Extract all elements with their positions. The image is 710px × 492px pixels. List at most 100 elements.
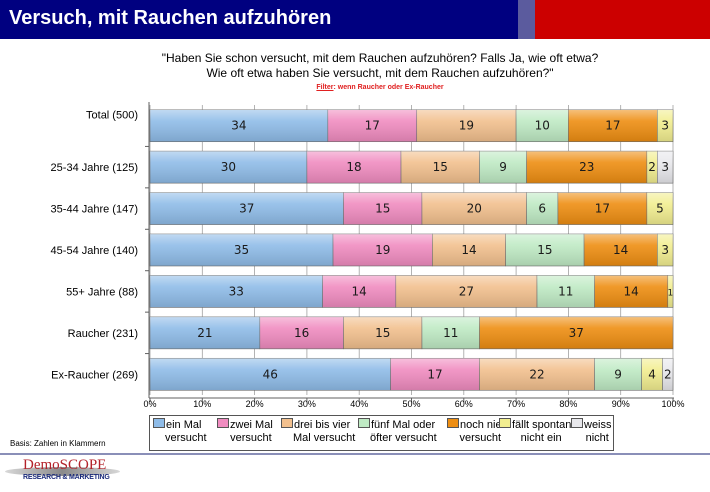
data-label: 17 — [365, 119, 380, 133]
data-label: 14 — [461, 243, 476, 257]
data-label: 9 — [614, 367, 622, 381]
legend-swatch — [281, 418, 293, 428]
data-label: 3 — [661, 119, 669, 133]
data-label: 14 — [352, 284, 367, 298]
header-strip — [518, 0, 535, 39]
legend-item: zwei Mal versucht — [217, 418, 273, 445]
category-label: Raucher (231) — [68, 328, 138, 340]
data-label: 15 — [537, 243, 552, 257]
bar-segment-shading — [505, 234, 585, 266]
data-label: 23 — [579, 160, 594, 174]
filter-note: Filter: wenn Raucher oder Ex-Raucher — [200, 84, 560, 91]
x-tick-label: 100% — [661, 399, 684, 409]
data-label: 14 — [624, 284, 639, 298]
bar-segment-shading — [416, 109, 517, 142]
category-label: 45-54 Jahre (140) — [51, 245, 138, 257]
bar-segment-shading — [306, 151, 402, 184]
data-label: 14 — [613, 243, 628, 257]
x-tick-label: 0% — [143, 399, 156, 409]
legend-label-line-1: zwei Mal — [230, 419, 273, 431]
data-label: 34 — [231, 119, 246, 133]
bar-segment-shading — [421, 316, 480, 349]
legend-label-line-1: ein Mal — [166, 419, 202, 431]
bar-segment-shading — [390, 358, 480, 391]
bar-segment-shading — [667, 275, 673, 308]
bar-segment-shading — [657, 151, 673, 184]
logo-swoosh — [5, 467, 120, 476]
legend-label-line-1: fünf Mal oder — [371, 419, 436, 431]
x-tick-label: 20% — [246, 399, 264, 409]
data-label: 9 — [499, 160, 507, 174]
bar-segment-shading — [327, 109, 417, 142]
data-label: 16 — [294, 326, 309, 340]
bar-segment-shading — [594, 358, 642, 391]
legend-label-line-2: versucht — [230, 432, 272, 444]
legend-swatch — [499, 418, 511, 428]
x-tick-label: 50% — [402, 399, 420, 409]
bar-segment-shading — [421, 192, 527, 225]
bar-segment-shading — [537, 275, 595, 308]
data-label: 19 — [375, 243, 390, 257]
bar-segment-shading — [526, 151, 647, 184]
data-label: 10 — [535, 119, 550, 133]
x-tick-label: 80% — [559, 399, 577, 409]
data-label: 33 — [229, 284, 244, 298]
x-tick-label: 30% — [298, 399, 316, 409]
logo-subtitle: RESEARCH & MARKETING — [23, 474, 110, 481]
legend-swatch — [447, 418, 459, 428]
demoscope-logo: DemoSCOPE RESEARCH & MARKETING — [5, 457, 120, 487]
header-blue-band — [0, 0, 518, 39]
bar-segment-shading — [150, 316, 260, 349]
legend-label-line-2: versucht — [459, 432, 502, 444]
bar-segment-shading — [516, 109, 569, 142]
data-label: 1 — [668, 288, 674, 298]
bar-segment-shading — [395, 275, 538, 308]
legend-label-line-1: drei bis vier — [294, 419, 351, 431]
bar-segment-shading — [594, 275, 668, 308]
data-label: 37 — [569, 326, 584, 340]
legend-label-line-2: öfter versucht — [370, 432, 437, 444]
data-label: 17 — [427, 367, 442, 381]
data-label: 35 — [234, 243, 249, 257]
data-label: 6 — [538, 202, 546, 216]
bar-segment-shading — [479, 151, 527, 184]
x-tick-label: 40% — [350, 399, 368, 409]
bar-segment-shading — [432, 234, 506, 266]
bar-segment-shading — [479, 316, 673, 349]
data-label: 27 — [459, 284, 474, 298]
bars-layer: 34 17 19 10 17 330 18 15 9 23 2 337 15 20 6 17 535 19 14 15… — [149, 109, 674, 391]
bar-segment-shading — [150, 192, 344, 225]
bar-segment-shading — [150, 151, 307, 184]
bar-segment-shading — [646, 192, 673, 225]
category-label: Total (500) — [86, 110, 138, 122]
bar-segment-shading — [584, 234, 658, 266]
bar-segment-shading — [526, 192, 558, 225]
logo-name: DemoSCOPE — [23, 457, 107, 473]
bar-segment-shading — [662, 358, 673, 391]
legend-item: fünf Mal oder öfter versucht — [358, 418, 437, 445]
legend-swatch — [217, 418, 229, 428]
survey-question: "Haben Sie schon versucht, mit dem Rauch… — [100, 51, 660, 81]
legend-label-line-2: nicht — [585, 432, 609, 444]
basis-note: Basis: Zahlen in Klammern — [10, 439, 106, 448]
question-line-2: Wie oft etwa haben Sie versucht, mit dem… — [206, 66, 554, 80]
bar-segment-shading — [343, 192, 422, 225]
category-label: 55+ Jahre (88) — [66, 286, 138, 298]
data-label: 17 — [605, 119, 620, 133]
legend-item: ein Mal versucht — [153, 418, 207, 445]
footer-divider — [0, 453, 710, 455]
legend-label-line-1: noch nie — [460, 419, 502, 431]
bar-segment-shading — [557, 192, 647, 225]
bar-segment-shading — [150, 275, 323, 308]
data-label: 5 — [656, 202, 664, 216]
filter-label: Filter — [316, 84, 334, 91]
data-label: 2 — [664, 367, 672, 381]
legend-item: drei bis vier Mal versucht — [281, 418, 355, 445]
legend-item: weiss nicht — [571, 418, 612, 445]
data-label: 37 — [239, 202, 254, 216]
legend-label-line-1: fällt spontan — [512, 419, 572, 431]
x-tick-label: 60% — [455, 399, 473, 409]
legend-swatch — [153, 418, 165, 428]
bar-segment-shading — [479, 358, 595, 391]
x-tick-label: 70% — [507, 399, 525, 409]
